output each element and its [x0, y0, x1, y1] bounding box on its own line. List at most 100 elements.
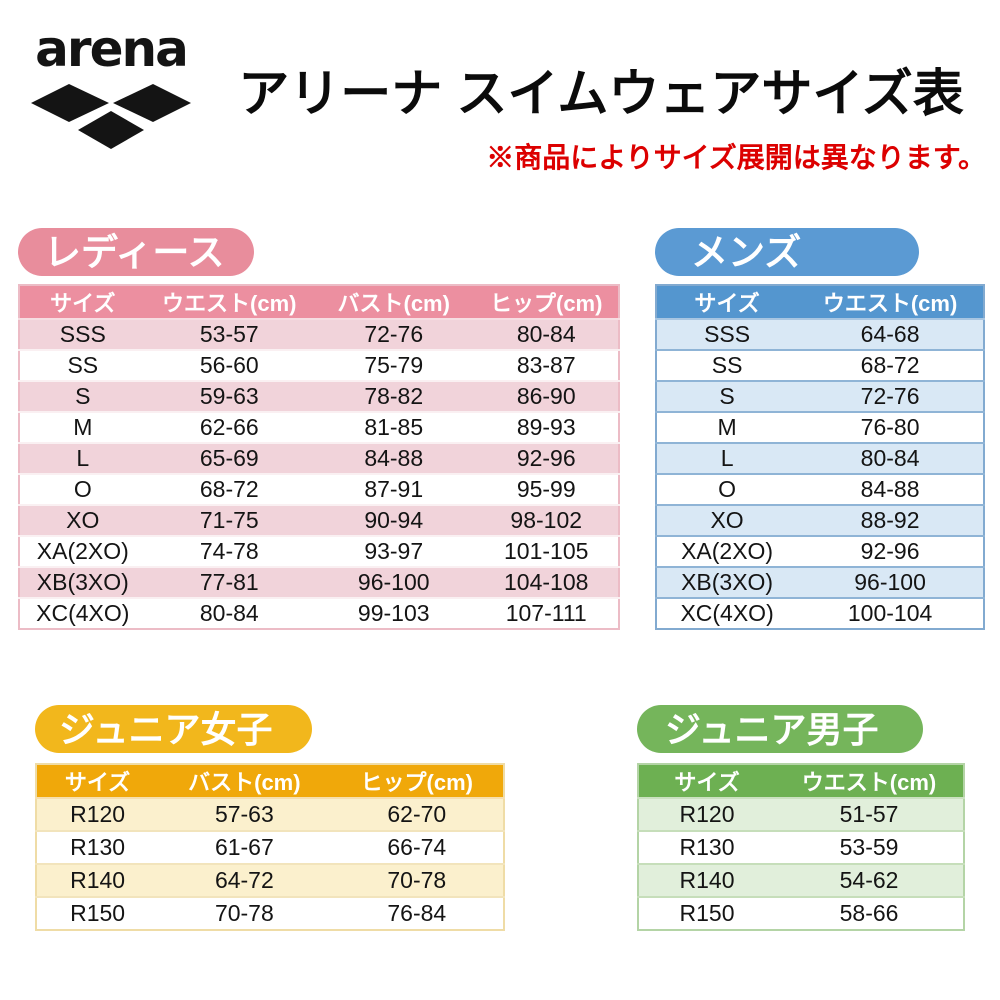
table-row: L 65-69 84-88 92-96 — [19, 443, 619, 474]
table-row: R150 58-66 — [638, 897, 964, 930]
column-header: ヒップ(cm) — [490, 291, 603, 316]
table-cell: 83-87 — [516, 352, 576, 378]
table-cell: S — [719, 383, 735, 409]
arena-logo: arena — [22, 24, 200, 155]
table-cell: 64-68 — [860, 321, 920, 347]
column-header: サイズ — [674, 770, 740, 795]
table-row: O 68-72 87-91 95-99 — [19, 474, 619, 505]
table-cell: 87-91 — [364, 476, 424, 502]
table-row: XA(2XO) 92-96 — [656, 536, 984, 567]
table-cell: 101-105 — [504, 538, 589, 564]
table-row: R130 61-67 66-74 — [36, 831, 504, 864]
table-cell: 62-66 — [199, 414, 259, 440]
table-cell: XC(4XO) — [680, 600, 774, 626]
table-cell: O — [718, 476, 737, 502]
column-header: サイズ — [694, 291, 760, 316]
table-cell: R140 — [70, 867, 126, 893]
size-variation-note: ※商品によりサイズ展開は異なります。 — [486, 142, 986, 173]
table-cell: 58-66 — [839, 900, 899, 926]
column-header: バスト(cm) — [337, 291, 450, 316]
table-cell: 99-103 — [357, 600, 430, 626]
table-cell: R140 — [679, 867, 735, 893]
junior-girls-size-table: サイズ バスト(cm) ヒップ(cm) R120 57-63 62-70 R130 61-67… — [35, 763, 505, 931]
table-cell: SS — [67, 352, 99, 378]
table-row: R140 54-62 — [638, 864, 964, 897]
table-cell: 66-74 — [387, 834, 447, 860]
table-cell: SSS — [59, 321, 106, 347]
tab-junior-boys: ジュニア男子 — [637, 705, 923, 753]
table-cell: 65-69 — [199, 445, 259, 471]
table-cell: R130 — [70, 834, 126, 860]
table-cell: R120 — [70, 801, 126, 827]
table-cell: 107-111 — [505, 600, 587, 626]
table-row: XB(3XO) 77-81 96-100 104-108 — [19, 567, 619, 598]
table-cell: 70-78 — [214, 900, 274, 926]
tab-ladies: レディース — [18, 228, 254, 276]
table-cell: XA(2XO) — [36, 538, 129, 564]
table-cell: L — [76, 445, 90, 471]
table-cell: 93-97 — [364, 538, 424, 564]
table-cell: 96-100 — [357, 569, 430, 595]
table-cell: 59-63 — [199, 383, 259, 409]
table-cell: M — [73, 414, 93, 440]
table-cell: 68-72 — [199, 476, 259, 502]
table-cell: 88-92 — [860, 507, 920, 533]
table-cell: XA(2XO) — [681, 538, 774, 564]
table-row: XC(4XO) 100-104 — [656, 598, 984, 629]
table-row: XB(3XO) 96-100 — [656, 567, 984, 598]
table-row: R150 70-78 76-84 — [36, 897, 504, 930]
table-cell: 80-84 — [860, 445, 920, 471]
table-cell: 86-90 — [516, 383, 576, 409]
table-row: M 76-80 — [656, 412, 984, 443]
table-cell: 89-93 — [516, 414, 576, 440]
table-cell: 61-67 — [214, 834, 274, 860]
table-cell: S — [75, 383, 91, 409]
table-row: XA(2XO) 74-78 93-97 101-105 — [19, 536, 619, 567]
table-cell: XB(3XO) — [681, 569, 774, 595]
table-cell: XC(4XO) — [36, 600, 130, 626]
table-cell: 80-84 — [199, 600, 259, 626]
table-cell: 57-63 — [214, 801, 274, 827]
table-cell: 53-57 — [199, 321, 259, 347]
table-cell: 75-79 — [364, 352, 424, 378]
table-cell: M — [717, 414, 737, 440]
table-row: R120 51-57 — [638, 798, 964, 831]
junior-boys-size-table: サイズ ウエスト(cm) R120 51-57 R130 53-59 R140 54-62 R1… — [637, 763, 965, 931]
table-cell: 80-84 — [516, 321, 576, 347]
column-header: サイズ — [64, 770, 131, 795]
table-cell: 74-78 — [199, 538, 259, 564]
table-cell: XB(3XO) — [36, 569, 129, 595]
table-row: R130 53-59 — [638, 831, 964, 864]
table-cell: 84-88 — [364, 445, 424, 471]
table-cell: 51-57 — [839, 801, 899, 827]
table-cell: 98-102 — [510, 507, 583, 533]
table-header-row: サイズ ウエスト(cm) — [638, 764, 964, 798]
table-cell: 100-104 — [847, 600, 933, 626]
table-header-row: サイズ ウエスト(cm) バスト(cm) ヒップ(cm) — [19, 285, 619, 319]
column-header: サイズ — [50, 291, 116, 316]
table-row: R140 64-72 70-78 — [36, 864, 504, 897]
table-row: SS 68-72 — [656, 350, 984, 381]
table-row: O 84-88 — [656, 474, 984, 505]
column-header: ウエスト(cm) — [822, 291, 958, 316]
table-cell: 56-60 — [199, 352, 259, 378]
table-cell: 81-85 — [364, 414, 424, 440]
mens-size-table: サイズ ウエスト(cm) SSS 64-68 SS 68-72 S 72-76 M 76-80 L 8… — [655, 284, 985, 630]
table-cell: 54-62 — [839, 867, 899, 893]
table-cell: 68-72 — [860, 352, 920, 378]
table-row: SSS 64-68 — [656, 319, 984, 350]
column-header: バスト(cm) — [188, 770, 301, 795]
table-row: L 80-84 — [656, 443, 984, 474]
table-cell: R130 — [679, 834, 735, 860]
table-cell: 76-80 — [860, 414, 920, 440]
table-cell: R150 — [70, 900, 126, 926]
arena-logo-wordmark: arena — [35, 20, 189, 78]
table-cell: 62-70 — [387, 801, 447, 827]
arena-diamonds-icon — [22, 82, 200, 155]
table-cell: 78-82 — [364, 383, 424, 409]
table-cell: 104-108 — [504, 569, 589, 595]
table-cell: 53-59 — [839, 834, 899, 860]
table-cell: 77-81 — [199, 569, 259, 595]
table-cell: XO — [710, 507, 744, 533]
